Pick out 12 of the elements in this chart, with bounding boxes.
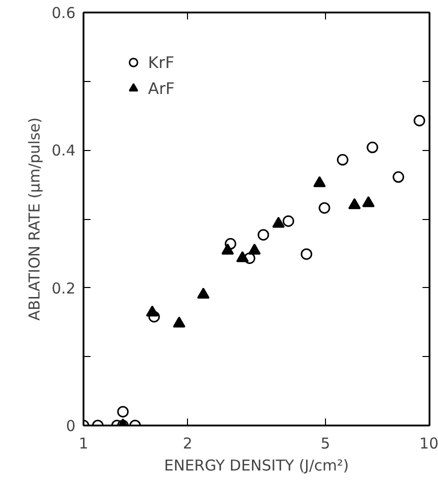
y-tick-label: 0.4	[52, 142, 76, 160]
y-tick-label: 0.2	[52, 279, 76, 298]
y-tick-label: 0.6	[52, 4, 76, 22]
x-tick-label: 2	[182, 434, 192, 452]
y-tick-label: 0	[66, 417, 76, 435]
y-axis-title: ABLATION RATE (μm/pulse)	[26, 117, 44, 321]
x-tick-label: 10	[419, 434, 438, 452]
x-tick-label: 5	[320, 434, 330, 452]
x-tick-label: 1	[78, 434, 88, 452]
legend-label: ArF	[148, 78, 175, 98]
legend-label: KrF	[148, 52, 174, 72]
x-axis-title: ENERGY DENSITY (J/cm²)	[164, 456, 349, 474]
